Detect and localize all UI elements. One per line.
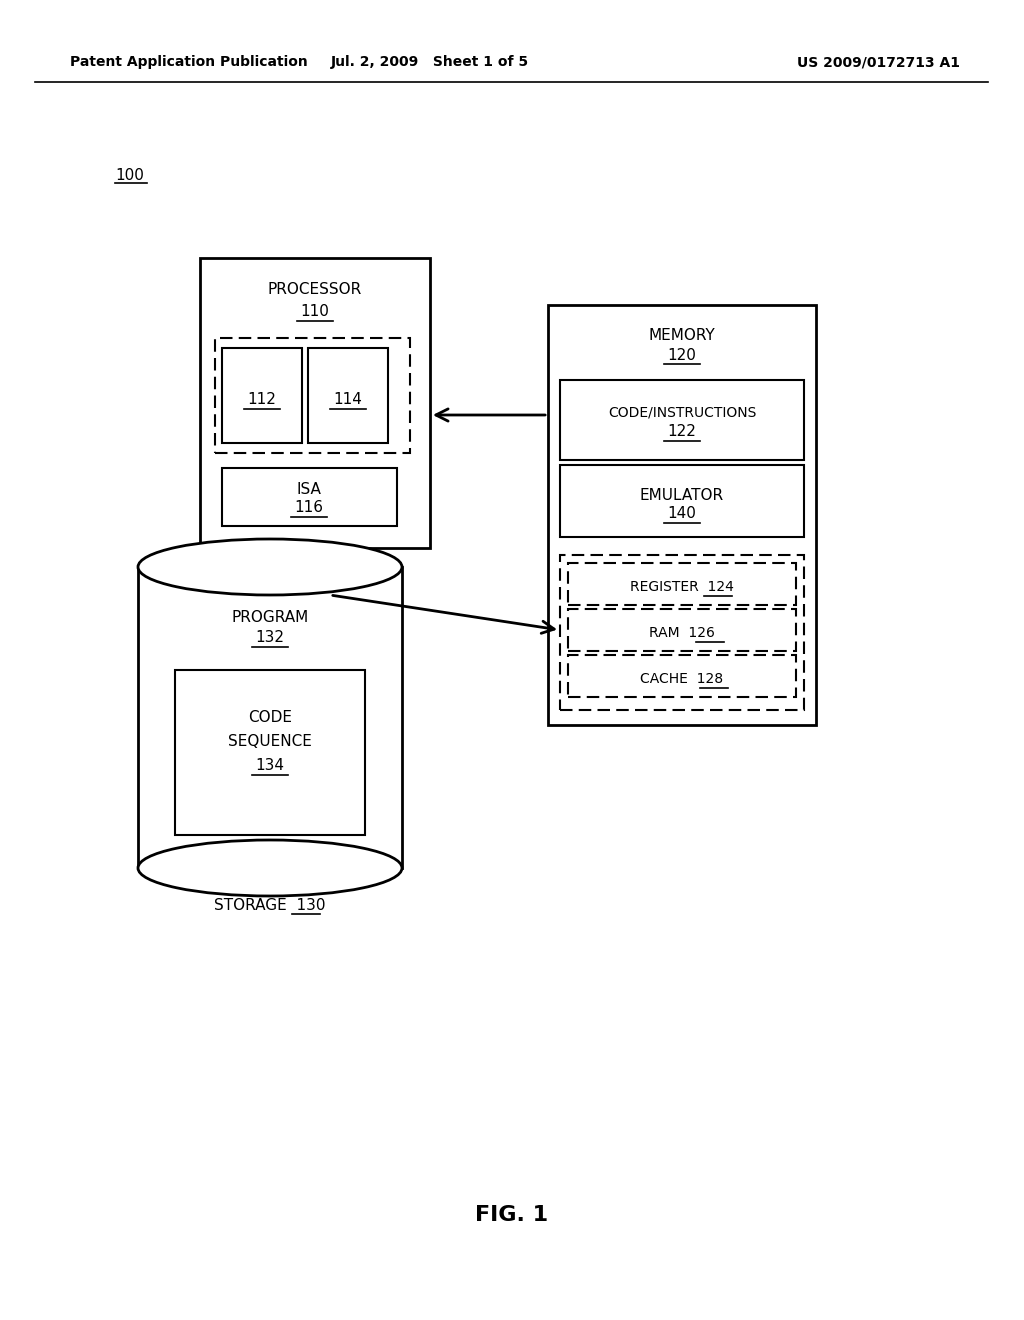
Text: 122: 122 (668, 425, 696, 440)
Bar (308, 348, 388, 444)
Ellipse shape (138, 840, 402, 896)
Text: PROCESSOR: PROCESSOR (268, 282, 362, 297)
Text: 112: 112 (248, 392, 276, 408)
Text: CODE: CODE (248, 710, 292, 726)
Text: Jul. 2, 2009   Sheet 1 of 5: Jul. 2, 2009 Sheet 1 of 5 (331, 55, 529, 69)
Bar (548, 305, 816, 725)
Bar (560, 554, 804, 710)
Text: ISA: ISA (297, 483, 322, 498)
Text: US 2009/0172713 A1: US 2009/0172713 A1 (797, 55, 961, 69)
Bar (568, 609, 796, 651)
Text: PROGRAM: PROGRAM (231, 610, 308, 626)
Text: 140: 140 (668, 507, 696, 521)
Text: 116: 116 (295, 500, 324, 516)
Bar (175, 671, 365, 836)
Text: 100: 100 (115, 168, 144, 182)
Text: MEMORY: MEMORY (648, 327, 716, 342)
Text: 120: 120 (668, 347, 696, 363)
Text: CODE/INSTRUCTIONS: CODE/INSTRUCTIONS (608, 407, 756, 420)
Bar (215, 338, 410, 453)
Text: 114: 114 (334, 392, 362, 408)
Ellipse shape (138, 539, 402, 595)
Text: FIG. 1: FIG. 1 (475, 1205, 549, 1225)
Bar (200, 257, 430, 548)
Bar (568, 655, 796, 697)
Text: Patent Application Publication: Patent Application Publication (70, 55, 308, 69)
Text: STORAGE  130: STORAGE 130 (214, 898, 326, 912)
Bar (222, 348, 302, 444)
Text: REGISTER  124: REGISTER 124 (630, 579, 734, 594)
Text: EMULATOR: EMULATOR (640, 487, 724, 503)
Text: RAM  126: RAM 126 (649, 626, 715, 640)
Bar (568, 564, 796, 605)
Bar (138, 568, 402, 869)
Text: SEQUENCE: SEQUENCE (228, 734, 312, 750)
Bar (222, 469, 397, 525)
Text: 134: 134 (256, 759, 285, 774)
Bar (560, 380, 804, 459)
Text: 110: 110 (301, 305, 330, 319)
Text: CACHE  128: CACHE 128 (640, 672, 724, 686)
Text: 132: 132 (256, 631, 285, 645)
Bar (560, 465, 804, 537)
